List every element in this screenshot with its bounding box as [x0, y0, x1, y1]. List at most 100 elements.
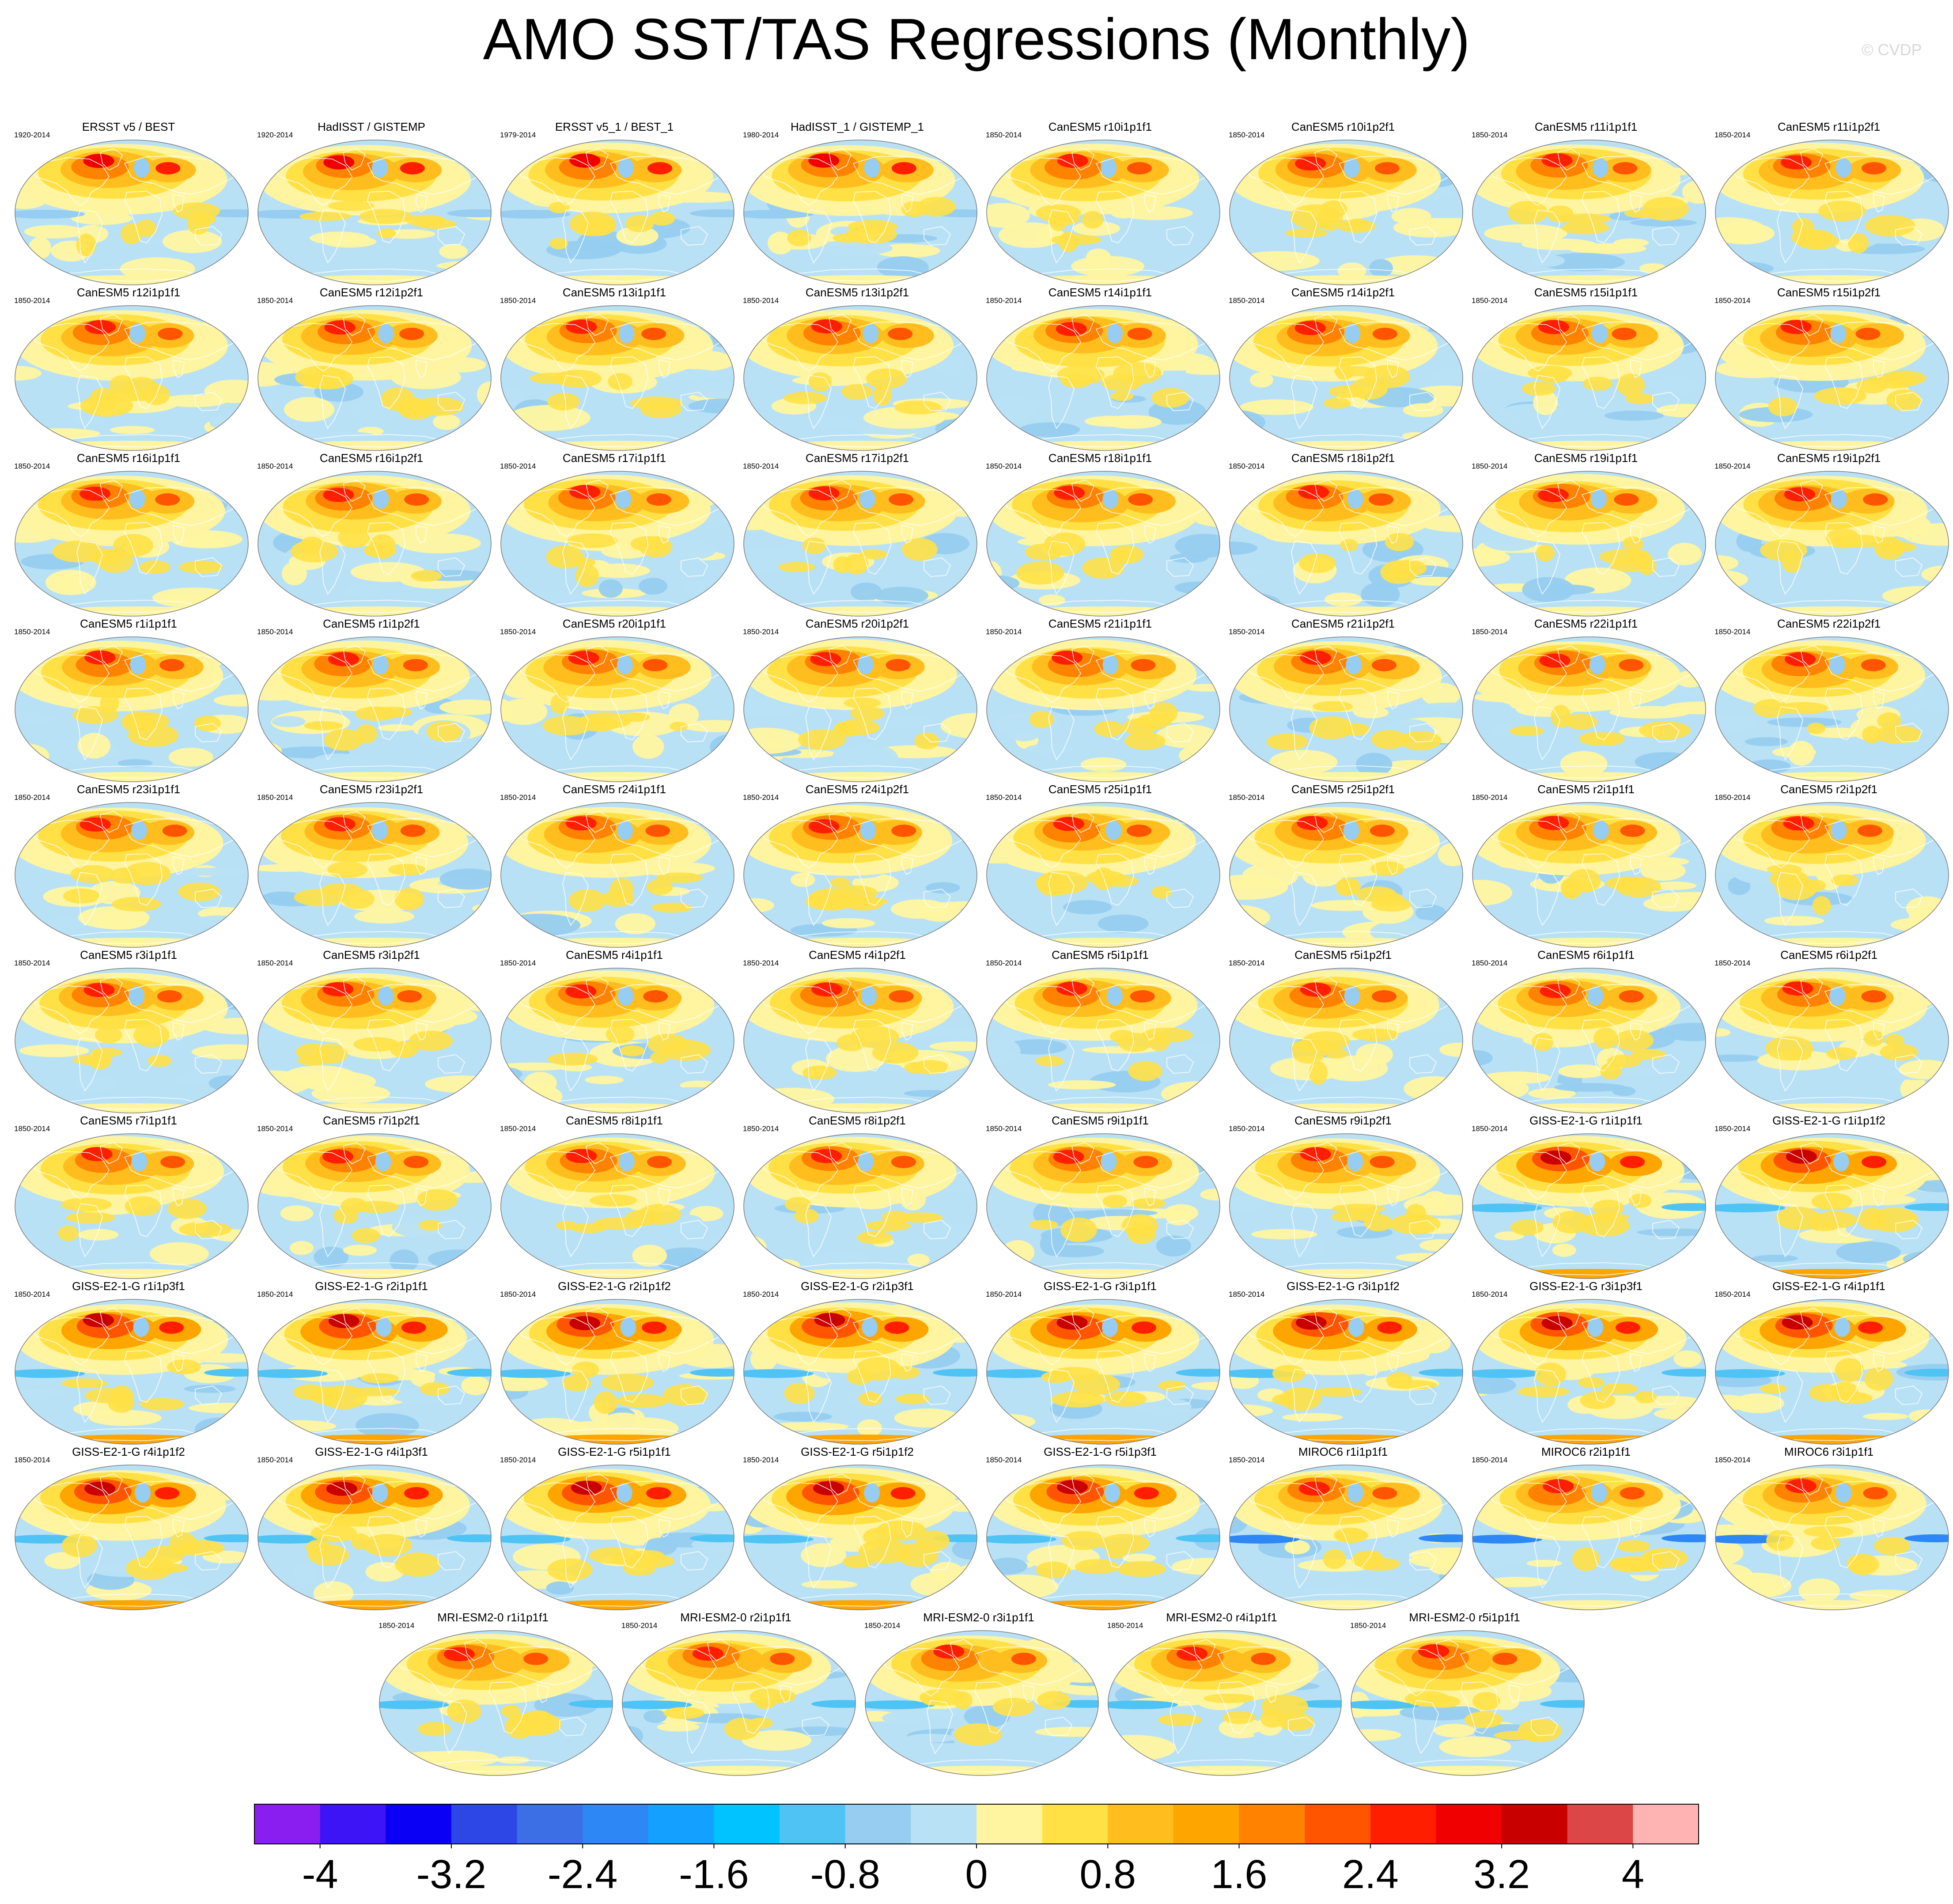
colorbar-tick-label: 3.2: [1473, 1852, 1530, 1897]
panel-years: 1850-2014: [864, 1621, 901, 1630]
panel-years: 1850-2014: [1715, 296, 1751, 305]
map-panel: GISS-E2-1-G r2i1p1f2 1850-2014: [493, 1279, 736, 1445]
panel-title: CanESM5 r10i1p2f1: [1291, 120, 1395, 133]
map-panel: MRI-ESM2-0 r3i1p1f1 1850-2014: [857, 1611, 1100, 1776]
colorbar-segment: [1305, 1804, 1371, 1844]
regression-map: [15, 1133, 249, 1279]
regression-map: [1229, 1299, 1463, 1445]
panel-title: CanESM5 r3i1p2f1: [323, 948, 420, 961]
colorbar-segment: [1370, 1804, 1436, 1844]
panel-title: CanESM5 r15i1p1f1: [1534, 286, 1638, 299]
map-panel: CanESM5 r23i1p1f1 1850-2014: [7, 783, 250, 948]
map-panel: ERSST v5 / BEST 1920-2014: [7, 120, 250, 286]
map-panel: MIROC6 r1i1p1f1 1850-2014: [1222, 1445, 1465, 1611]
colorbar-segment: [451, 1804, 518, 1844]
panel-years: 1850-2014: [1472, 1456, 1508, 1464]
map-panel: CanESM5 r13i1p2f1 1850-2014: [736, 286, 979, 451]
regression-map: [986, 305, 1220, 451]
regression-map: [1715, 802, 1949, 948]
regression-map: [257, 802, 492, 948]
panel-title: GISS-E2-1-G r3i1p1f1: [1044, 1279, 1157, 1293]
panel-years: 1850-2014: [986, 296, 1022, 305]
panel-years: 1850-2014: [986, 1290, 1022, 1298]
regression-map: [500, 1465, 734, 1610]
regression-map: [1472, 471, 1706, 617]
map-panel: GISS-E2-1-G r4i1p1f2 1850-2014: [7, 1445, 250, 1611]
map-panel: CanESM5 r5i1p1f1 1850-2014: [979, 948, 1222, 1114]
regression-map: [743, 305, 977, 451]
panel-years: 1979-2014: [500, 131, 536, 139]
colorbar-segment: [386, 1804, 452, 1844]
regression-map: [1229, 471, 1463, 617]
regression-map: [743, 1133, 977, 1279]
panel-years: 1850-2014: [1472, 462, 1508, 470]
panel-years: 1850-2014: [14, 793, 50, 802]
regression-map: [257, 968, 492, 1113]
colorbar-segment: [1436, 1804, 1502, 1844]
regression-map: [986, 1299, 1220, 1445]
map-panel: CanESM5 r4i1p2f1 1850-2014: [736, 948, 979, 1114]
regression-map: [500, 140, 734, 285]
map-panel: HadISST / GISTEMP 1920-2014: [250, 120, 493, 286]
map-panel: ERSST v5_1 / BEST_1 1979-2014: [493, 120, 736, 286]
colorbar-tick-label: -0.8: [810, 1852, 880, 1897]
map-panel: CanESM5 r21i1p2f1 1850-2014: [1222, 617, 1465, 783]
panel-title: HadISST_1 / GISTEMP_1: [790, 120, 924, 133]
panel-grid: ERSST v5 / BEST 1920-2014 HadISST / GISTEM…: [7, 120, 1950, 1776]
panel-title: MIROC6 r1i1p1f1: [1298, 1445, 1388, 1458]
panel-years: 1850-2014: [14, 296, 50, 305]
map-panel: CanESM5 r12i1p2f1 1850-2014: [250, 286, 493, 451]
map-panel: CanESM5 r12i1p1f1 1850-2014: [7, 286, 250, 451]
watermark: © CVDP: [1862, 41, 1922, 59]
colorbar-segment: [845, 1804, 911, 1844]
panel-title: ERSST v5 / BEST: [82, 120, 175, 133]
panel-years: 1850-2014: [14, 1290, 50, 1298]
map-panel: CanESM5 r24i1p1f1 1850-2014: [493, 783, 736, 948]
colorbar: -4 -3.2 -2.4 -1.6 -0.8 0 0.8 1.6 2.4 3.2 4: [254, 1804, 1699, 1897]
panel-title: CanESM5 r21i1p2f1: [1291, 617, 1395, 630]
regression-map: [743, 802, 977, 948]
map-panel: CanESM5 r20i1p2f1 1850-2014: [736, 617, 979, 783]
regression-map: [1715, 1465, 1949, 1610]
panel-years: 1850-2014: [1229, 131, 1265, 139]
colorbar-segment: [1567, 1804, 1633, 1844]
page-title: AMO SST/TAS Regressions (Monthly): [483, 7, 1470, 72]
panel-years: 1850-2014: [500, 1456, 536, 1464]
panel-years: 1850-2014: [257, 462, 293, 470]
map-panel: CanESM5 r2i1p2f1 1850-2014: [1707, 783, 1950, 948]
panel-years: 1850-2014: [1715, 1456, 1751, 1464]
regression-map: [743, 140, 977, 285]
panel-title: CanESM5 r14i1p2f1: [1291, 286, 1395, 299]
panel-title: CanESM5 r5i1p1f1: [1052, 948, 1149, 961]
map-panel: CanESM5 r25i1p1f1 1850-2014: [979, 783, 1222, 948]
panel-title: HadISST / GISTEMP: [318, 120, 425, 133]
panel-years: 1850-2014: [257, 296, 293, 305]
regression-map: [15, 1465, 249, 1610]
panel-years: 1850-2014: [1472, 1124, 1508, 1133]
panel-title: GISS-E2-1-G r1i1p3f1: [72, 1279, 185, 1293]
map-panel: CanESM5 r6i1p1f1 1850-2014: [1465, 948, 1707, 1114]
panel-years: 1850-2014: [1229, 462, 1265, 470]
map-panel: CanESM5 r1i1p2f1 1850-2014: [250, 617, 493, 783]
panel-years: 1850-2014: [14, 628, 50, 636]
panel-title: GISS-E2-1-G r2i1p3f1: [801, 1279, 914, 1293]
map-panel: CanESM5 r22i1p2f1 1850-2014: [1707, 617, 1950, 783]
panel-years: 1850-2014: [1229, 793, 1265, 802]
panel-years: 1850-2014: [1472, 628, 1508, 636]
regression-map: [1472, 968, 1706, 1113]
map-panel: MRI-ESM2-0 r4i1p1f1 1850-2014: [1100, 1611, 1343, 1776]
map-panel: MIROC6 r3i1p1f1 1850-2014: [1707, 1445, 1950, 1611]
panel-title: CanESM5 r4i1p1f1: [566, 948, 663, 961]
colorbar-segment: [583, 1804, 649, 1844]
map-panel: CanESM5 r13i1p1f1 1850-2014: [493, 286, 736, 451]
colorbar-segment: [780, 1804, 846, 1844]
map-panel: CanESM5 r17i1p2f1 1850-2014: [736, 451, 979, 617]
map-panel: CanESM5 r15i1p1f1 1850-2014: [1465, 286, 1707, 451]
panel-title: MRI-ESM2-0 r2i1p1f1: [680, 1611, 791, 1624]
panel-title: CanESM5 r11i1p2f1: [1777, 120, 1881, 133]
map-panel: MRI-ESM2-0 r2i1p1f1 1850-2014: [614, 1611, 857, 1776]
panel-title: CanESM5 r7i1p2f1: [323, 1114, 420, 1127]
panel-years: 1850-2014: [257, 959, 293, 967]
panel-years: 1850-2014: [257, 1456, 293, 1464]
panel-title: CanESM5 r16i1p2f1: [319, 451, 424, 465]
